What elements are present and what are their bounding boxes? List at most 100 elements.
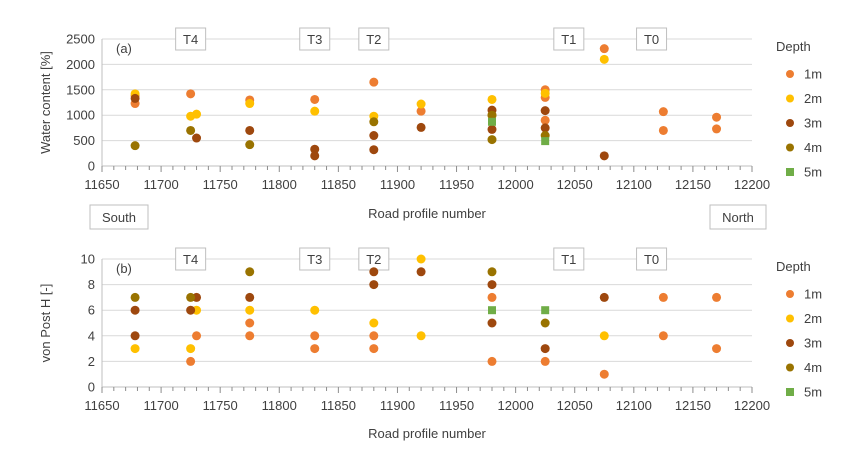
legend-marker — [786, 119, 794, 127]
annotation-label: T0 — [644, 32, 659, 47]
data-point-4m — [130, 292, 140, 302]
data-point-3m — [130, 331, 140, 341]
legend-label: 2m — [804, 91, 822, 106]
data-point-2m — [130, 344, 140, 354]
y-tick-label: 6 — [88, 303, 95, 318]
data-point-3m — [540, 106, 550, 116]
x-tick-label: 12200 — [734, 177, 770, 192]
annotation-t2: T2 — [358, 27, 390, 51]
data-point-1m — [712, 112, 722, 122]
chart-panel-a: 11650 11700 11750 11800 11850 11900 11950 12000… — [38, 27, 822, 230]
annotation-label: T2 — [366, 32, 381, 47]
legend-label: 5m — [804, 385, 822, 400]
x-tick-label: 11950 — [439, 177, 474, 192]
x-tick-label: 12000 — [498, 398, 534, 413]
x-tick-label: 11650 — [84, 398, 119, 413]
data-point-1m — [186, 356, 196, 366]
data-point-1m — [658, 331, 668, 341]
annotation-box — [636, 247, 668, 271]
annotation-box — [175, 27, 207, 51]
data-point-3m — [130, 93, 140, 103]
annotation-label: T2 — [366, 252, 381, 267]
data-point-1m — [310, 94, 320, 104]
x-tick-label: 12050 — [557, 398, 593, 413]
x-tick-label: 11900 — [380, 398, 415, 413]
data-point-3m — [310, 151, 320, 161]
y-tick-label: 10 — [81, 252, 95, 267]
south-box — [89, 204, 149, 230]
data-point-5m — [541, 137, 550, 146]
data-point-3m — [310, 144, 320, 154]
data-point-1m — [540, 115, 550, 125]
north-label: North — [709, 204, 767, 230]
data-point-2m — [540, 88, 550, 98]
x-tick-label: 11950 — [439, 398, 474, 413]
data-point-3m — [487, 124, 497, 134]
x-axis-title: Road profile number — [368, 206, 486, 221]
data-point-3m — [599, 292, 609, 302]
x-tick-label: 12050 — [557, 177, 593, 192]
south-text: South — [102, 210, 136, 225]
annotation-box — [553, 27, 585, 51]
data-point-3m — [130, 305, 140, 315]
y-tick-label: 2500 — [66, 32, 95, 47]
annotation-box — [553, 247, 585, 271]
data-point-2m — [369, 318, 379, 328]
legend-label: 1m — [804, 287, 822, 302]
data-point-3m — [487, 280, 497, 290]
legend-title: Depth — [776, 39, 811, 54]
y-tick-label: 8 — [88, 277, 95, 292]
y-axis-title: von Post H [-] — [38, 284, 53, 363]
data-point-1m — [487, 356, 497, 366]
legend-title: Depth — [776, 259, 811, 274]
north-text: North — [722, 210, 754, 225]
data-point-2m — [186, 344, 196, 354]
x-tick-label: 12150 — [675, 177, 711, 192]
data-point-4m — [487, 110, 497, 120]
x-tick-label: 11800 — [262, 177, 297, 192]
legend-marker — [786, 94, 794, 103]
y-tick-label: 2000 — [66, 57, 95, 72]
annotation-t3: T3 — [299, 247, 331, 271]
annotation-box — [636, 27, 668, 51]
x-tick-label: 12000 — [498, 177, 534, 192]
data-point-2m — [416, 254, 426, 264]
legend-label: 3m — [804, 116, 822, 131]
data-point-1m — [487, 292, 497, 302]
data-point-5m — [488, 306, 496, 315]
annotation-t3: T3 — [299, 27, 331, 51]
x-tick-label: 12100 — [616, 177, 652, 192]
annotation-t0: T0 — [636, 247, 668, 271]
south-label: South — [89, 204, 149, 230]
data-point-1m — [658, 125, 668, 135]
data-point-1m — [712, 344, 722, 354]
x-tick-label: 11750 — [203, 398, 238, 413]
data-point-2m — [245, 99, 255, 109]
y-tick-label: 4 — [88, 328, 95, 343]
data-point-3m — [186, 305, 196, 315]
y-tick-label: 2 — [88, 354, 95, 369]
data-point-1m — [369, 344, 379, 354]
data-point-2m — [192, 109, 202, 119]
annotation-label: T4 — [183, 252, 198, 267]
data-point-3m — [369, 131, 379, 141]
annotation-label: T4 — [183, 32, 198, 47]
data-point-2m — [599, 331, 609, 341]
data-point-3m — [245, 292, 255, 302]
data-point-3m — [369, 267, 379, 277]
data-point-2m — [245, 305, 255, 315]
legend-label: 2m — [804, 311, 822, 326]
annotation-t2: T2 — [358, 247, 390, 271]
data-point-1m — [416, 106, 426, 116]
legend-marker — [786, 363, 794, 372]
annotation-box — [299, 247, 331, 271]
data-point-1m — [658, 292, 668, 302]
x-tick-label: 11800 — [262, 398, 297, 413]
data-point-3m — [540, 123, 550, 133]
annotation-t0: T0 — [636, 27, 668, 51]
data-point-3m — [192, 133, 202, 143]
annotation-label: T1 — [561, 32, 576, 47]
data-point-1m — [369, 331, 379, 341]
y-tick-label: 1500 — [66, 82, 95, 97]
